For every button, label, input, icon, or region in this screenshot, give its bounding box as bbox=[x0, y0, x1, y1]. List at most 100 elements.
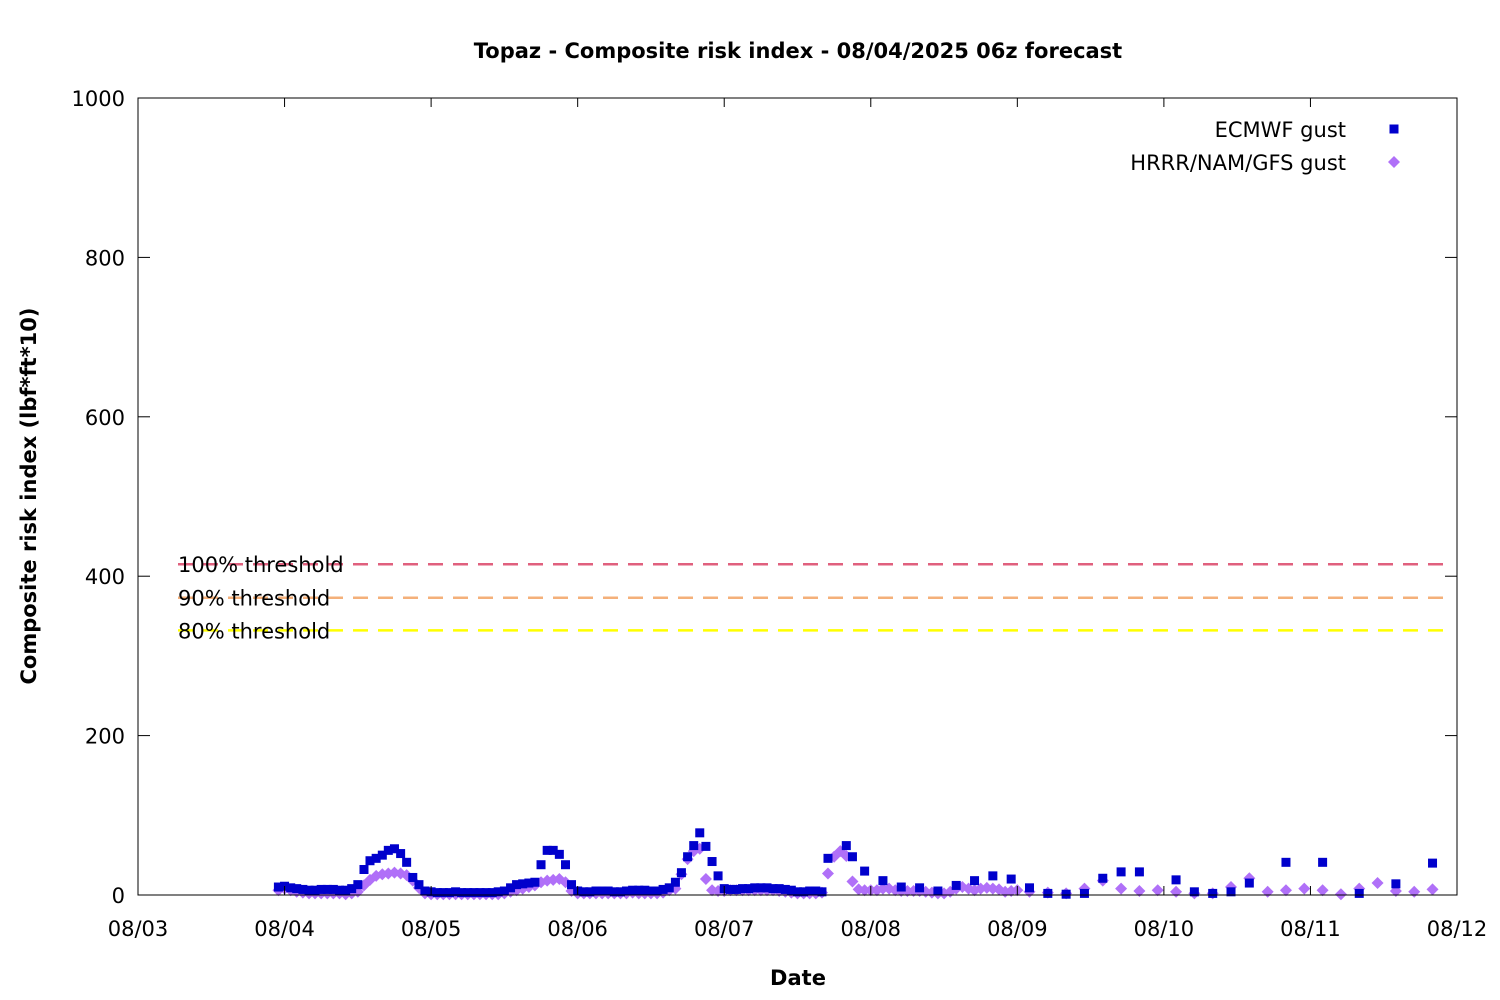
data-point bbox=[475, 888, 485, 898]
data-point bbox=[310, 885, 320, 895]
data-point bbox=[615, 887, 625, 897]
data-point bbox=[701, 841, 711, 851]
data-point bbox=[414, 880, 424, 890]
data-point bbox=[420, 886, 430, 896]
data-point bbox=[347, 884, 357, 894]
data-point bbox=[1244, 878, 1254, 888]
data-point bbox=[1133, 885, 1146, 898]
data-point bbox=[359, 864, 369, 874]
x-tick-label: 08/05 bbox=[401, 917, 462, 941]
data-point bbox=[1354, 888, 1364, 898]
data-point bbox=[1116, 867, 1126, 877]
data-point bbox=[1334, 888, 1347, 901]
legend: ECMWF gust HRRR/NAM/GFS gust bbox=[1130, 118, 1400, 175]
threshold-layer: 100% threshold 90% threshold 80% threshold bbox=[178, 553, 1445, 643]
data-point bbox=[273, 882, 283, 892]
data-point bbox=[432, 888, 442, 898]
data-point bbox=[951, 880, 961, 890]
data-point bbox=[846, 875, 859, 888]
data-point bbox=[725, 884, 735, 894]
data-point bbox=[457, 888, 467, 898]
data-point bbox=[628, 885, 638, 895]
data-point bbox=[793, 887, 802, 897]
data-point bbox=[664, 883, 674, 893]
data-point bbox=[383, 845, 393, 855]
data-point bbox=[524, 878, 534, 888]
data-point bbox=[756, 883, 766, 893]
data-point bbox=[1189, 887, 1199, 897]
data-point bbox=[1208, 888, 1218, 898]
y-tick-label: 600 bbox=[85, 406, 125, 430]
data-point bbox=[860, 866, 870, 876]
y-tick-label: 200 bbox=[85, 725, 125, 749]
data-point bbox=[1318, 857, 1328, 867]
data-point bbox=[670, 877, 680, 887]
data-point bbox=[774, 884, 784, 894]
data-point bbox=[817, 887, 827, 897]
data-point bbox=[707, 857, 717, 867]
data-point bbox=[316, 884, 326, 894]
data-point bbox=[389, 844, 399, 854]
data-point bbox=[744, 884, 754, 894]
x-tick-label: 08/04 bbox=[254, 917, 315, 941]
data-point bbox=[499, 886, 509, 896]
data-point bbox=[896, 882, 906, 892]
data-point bbox=[567, 880, 577, 890]
x-tick-label: 08/11 bbox=[1280, 917, 1341, 941]
data-point bbox=[1061, 889, 1071, 899]
data-point bbox=[561, 860, 571, 870]
data-point bbox=[683, 852, 693, 862]
data-point bbox=[699, 873, 712, 886]
plot-frame bbox=[137, 97, 1458, 896]
threshold-label: 100% threshold bbox=[178, 553, 344, 577]
data-point bbox=[1371, 877, 1384, 890]
legend-marker bbox=[1388, 156, 1400, 168]
data-point bbox=[970, 876, 980, 886]
legend-marker bbox=[1389, 124, 1399, 134]
threshold-label: 80% threshold bbox=[178, 619, 330, 643]
data-point bbox=[786, 885, 796, 895]
data-point bbox=[451, 887, 461, 897]
data-point bbox=[1428, 858, 1438, 868]
threshold-label: 90% threshold bbox=[178, 587, 330, 611]
data-point bbox=[298, 884, 308, 894]
y-tick-label: 800 bbox=[85, 246, 125, 270]
data-point bbox=[841, 841, 851, 851]
data-point bbox=[597, 886, 607, 896]
data-point bbox=[548, 845, 558, 855]
data-point bbox=[506, 883, 516, 893]
data-point bbox=[634, 885, 644, 895]
data-point bbox=[536, 860, 546, 870]
data-point bbox=[609, 887, 619, 897]
data-point bbox=[304, 885, 314, 895]
data-point bbox=[438, 888, 448, 898]
data-point bbox=[768, 884, 778, 894]
data-point bbox=[377, 850, 387, 860]
data-point bbox=[1316, 884, 1329, 897]
axis-ticks-layer: 08/03 08/04 08/05 08/06 08/07 08/08 08/09 08/10… bbox=[72, 87, 1488, 941]
data-point bbox=[1281, 857, 1291, 867]
y-tick-label: 400 bbox=[85, 565, 125, 589]
data-point bbox=[847, 852, 857, 862]
data-point bbox=[652, 886, 662, 896]
data-point bbox=[444, 888, 454, 898]
data-point bbox=[780, 884, 790, 894]
data-point bbox=[530, 877, 540, 887]
data-point bbox=[512, 880, 522, 890]
data-point bbox=[402, 857, 412, 867]
data-point bbox=[469, 888, 479, 898]
data-point bbox=[322, 884, 332, 894]
x-tick-label: 08/10 bbox=[1134, 917, 1195, 941]
data-point bbox=[676, 868, 686, 878]
data-point bbox=[1115, 882, 1128, 895]
data-point bbox=[408, 872, 418, 882]
data-point bbox=[762, 883, 772, 893]
data-point bbox=[591, 886, 601, 896]
legend-entry-label: HRRR/NAM/GFS gust bbox=[1130, 151, 1346, 175]
data-point bbox=[689, 841, 699, 851]
x-axis-label: Date bbox=[770, 966, 826, 990]
data-points-layer bbox=[272, 828, 1439, 901]
data-point bbox=[823, 853, 833, 863]
